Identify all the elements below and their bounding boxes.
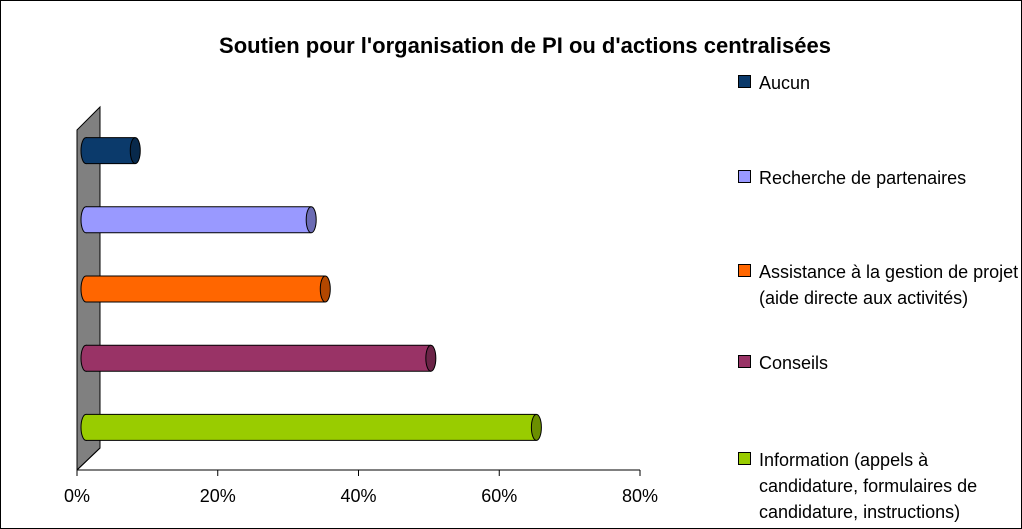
legend-label: Information (appels à candidature, formu… — [759, 450, 978, 522]
legend-swatch — [738, 264, 751, 277]
bar-cap-right — [129, 137, 141, 165]
legend-label: Aucun — [759, 73, 811, 93]
legend-swatch — [738, 75, 751, 88]
x-tick-label: 20% — [200, 486, 236, 506]
bar — [86, 276, 326, 302]
legend-label: Assistance à la gestion de projet (aide … — [759, 262, 1019, 308]
bar-cap-right — [319, 275, 331, 303]
bar — [86, 137, 136, 164]
x-tick-label: 60% — [481, 486, 517, 506]
legend-label: Recherche de partenaires — [759, 168, 967, 188]
x-tick-label: 80% — [622, 486, 658, 506]
bar — [86, 345, 431, 372]
bar — [86, 414, 537, 441]
legend-item: Recherche de partenaires — [736, 165, 1020, 191]
legend-item: Information (appels à candidature, formu… — [736, 447, 1020, 525]
legend-item: Conseils — [736, 350, 1020, 376]
floor-edge — [76, 447, 101, 471]
bar — [86, 206, 312, 233]
x-tick-label: 0% — [64, 486, 90, 506]
legend-item: Assistance à la gestion de projet (aide … — [736, 259, 1020, 311]
legend-swatch — [738, 355, 751, 368]
x-tick-label: 40% — [340, 486, 376, 506]
legend-item: Aucun — [736, 70, 1020, 96]
legend-swatch — [738, 170, 751, 183]
legend-swatch — [738, 452, 751, 465]
legend-label: Conseils — [759, 353, 829, 373]
chart-title: Soutien pour l'organisation de PI ou d'a… — [219, 33, 831, 58]
bar-cap-right — [425, 344, 437, 372]
bar-cap-right — [530, 413, 542, 441]
bar-cap-right — [305, 206, 317, 234]
